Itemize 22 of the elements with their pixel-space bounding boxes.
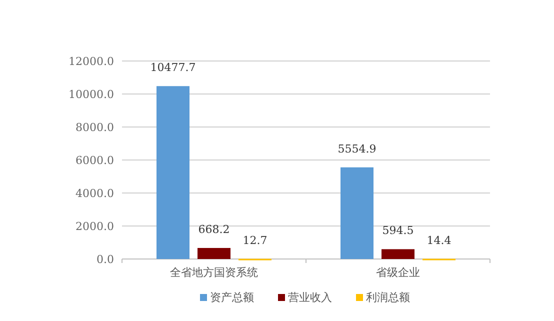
bar bbox=[156, 86, 190, 259]
y-tick-label: 0.0 bbox=[96, 253, 114, 266]
y-tick-label: 10000.0 bbox=[68, 88, 114, 101]
y-tick-label: 12000.0 bbox=[68, 55, 114, 68]
bar bbox=[382, 249, 414, 259]
bar bbox=[340, 167, 374, 259]
x-tick-label: 全省地方国资系统 bbox=[170, 266, 258, 279]
data-label: 10477.7 bbox=[150, 61, 196, 74]
data-label: 14.4 bbox=[426, 234, 452, 247]
data-label: 5554.9 bbox=[338, 142, 376, 156]
legend-label: 营业收入 bbox=[288, 291, 332, 304]
data-label: 594.5 bbox=[382, 224, 414, 238]
legend-label: 资产总额 bbox=[210, 291, 254, 304]
bar bbox=[198, 248, 230, 259]
legend-label: 利润总额 bbox=[366, 291, 410, 304]
y-tick-label: 4000.0 bbox=[76, 187, 114, 200]
x-tick-label: 省级企业 bbox=[376, 266, 420, 279]
y-tick-label: 8000.0 bbox=[76, 121, 114, 134]
data-label: 668.2 bbox=[198, 222, 230, 236]
data-label: 12.7 bbox=[242, 234, 268, 247]
y-tick-label: 2000.0 bbox=[76, 220, 114, 233]
y-tick-label: 6000.0 bbox=[76, 154, 114, 167]
